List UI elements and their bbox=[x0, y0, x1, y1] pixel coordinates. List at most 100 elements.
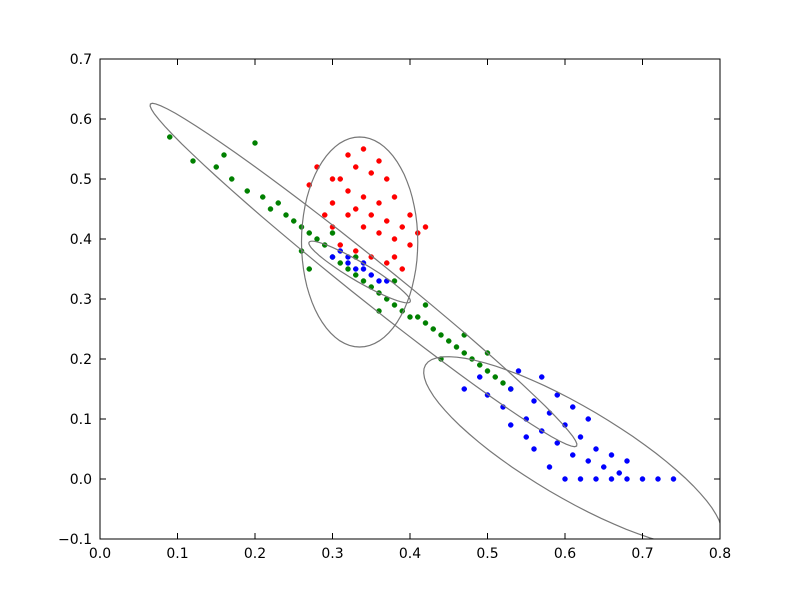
point bbox=[399, 224, 405, 230]
point bbox=[639, 476, 646, 482]
point bbox=[577, 476, 584, 482]
point bbox=[585, 458, 591, 464]
point bbox=[376, 230, 382, 236]
point bbox=[601, 464, 607, 470]
point bbox=[593, 476, 599, 482]
point bbox=[391, 254, 398, 260]
point bbox=[337, 176, 343, 182]
y-tick-label: 0.2 bbox=[70, 352, 92, 368]
point bbox=[353, 206, 359, 212]
point bbox=[329, 254, 336, 260]
point bbox=[477, 362, 483, 368]
point bbox=[577, 434, 584, 440]
point bbox=[167, 134, 173, 140]
y-tick-label: 0.3 bbox=[70, 292, 92, 308]
x-tick-label: 0.5 bbox=[476, 546, 498, 562]
point bbox=[523, 434, 529, 440]
point bbox=[415, 314, 421, 320]
point bbox=[570, 452, 576, 458]
point bbox=[221, 152, 227, 158]
point bbox=[376, 158, 382, 164]
point bbox=[477, 374, 483, 380]
point bbox=[368, 212, 374, 218]
point bbox=[624, 458, 630, 464]
point bbox=[229, 176, 235, 182]
x-tick-label: 0.3 bbox=[321, 546, 343, 562]
point bbox=[314, 236, 320, 242]
point bbox=[306, 230, 312, 236]
point bbox=[252, 140, 258, 146]
y-tick-label: 0.1 bbox=[70, 412, 92, 428]
x-tick-label: 0.0 bbox=[89, 546, 111, 562]
point bbox=[446, 338, 452, 344]
point bbox=[322, 212, 328, 218]
point bbox=[391, 236, 398, 242]
point bbox=[267, 206, 274, 212]
x-tick-label: 0.7 bbox=[631, 546, 653, 562]
point bbox=[353, 164, 359, 170]
point bbox=[384, 176, 390, 182]
point bbox=[461, 386, 467, 392]
point bbox=[368, 170, 374, 176]
point bbox=[500, 380, 506, 386]
point bbox=[345, 152, 351, 158]
point bbox=[283, 212, 289, 218]
x-tick-label: 0.4 bbox=[399, 546, 421, 562]
point bbox=[384, 260, 390, 266]
point bbox=[376, 278, 382, 284]
point bbox=[329, 230, 336, 236]
point bbox=[624, 476, 630, 482]
plot-area bbox=[149, 102, 720, 539]
ellipse bbox=[149, 102, 578, 448]
point bbox=[360, 266, 367, 272]
point bbox=[531, 446, 537, 452]
point bbox=[399, 266, 405, 272]
y-tick-label: −0.1 bbox=[58, 532, 92, 548]
point bbox=[391, 194, 398, 200]
point bbox=[190, 158, 196, 164]
point bbox=[275, 200, 281, 206]
point bbox=[608, 452, 615, 458]
point bbox=[376, 200, 382, 206]
point bbox=[360, 224, 367, 230]
point bbox=[353, 248, 359, 254]
point bbox=[213, 164, 219, 170]
point bbox=[244, 188, 250, 194]
point bbox=[337, 242, 343, 248]
point bbox=[461, 350, 467, 356]
point bbox=[407, 242, 413, 248]
point bbox=[539, 374, 545, 380]
point bbox=[508, 422, 514, 428]
point bbox=[360, 278, 367, 284]
point bbox=[337, 260, 343, 266]
point bbox=[593, 446, 599, 452]
point bbox=[384, 218, 390, 224]
point bbox=[670, 476, 677, 482]
point bbox=[570, 404, 576, 410]
y-tick-label: 0.0 bbox=[70, 472, 92, 488]
ellipse bbox=[300, 136, 419, 348]
point bbox=[531, 398, 537, 404]
point bbox=[508, 386, 514, 392]
point bbox=[422, 320, 429, 326]
point bbox=[291, 218, 297, 224]
point bbox=[353, 272, 359, 278]
point bbox=[345, 260, 351, 266]
point bbox=[438, 332, 444, 338]
point bbox=[360, 146, 367, 152]
point bbox=[585, 416, 591, 422]
point bbox=[345, 266, 351, 272]
y-tick-label: 0.7 bbox=[70, 52, 92, 68]
point bbox=[422, 224, 429, 230]
point bbox=[306, 266, 312, 272]
point bbox=[260, 194, 266, 200]
ellipse bbox=[423, 356, 720, 539]
x-tick-label: 0.8 bbox=[709, 546, 731, 562]
point bbox=[430, 326, 436, 332]
point bbox=[484, 368, 491, 374]
point bbox=[655, 476, 661, 482]
point bbox=[329, 176, 336, 182]
point bbox=[360, 194, 367, 200]
